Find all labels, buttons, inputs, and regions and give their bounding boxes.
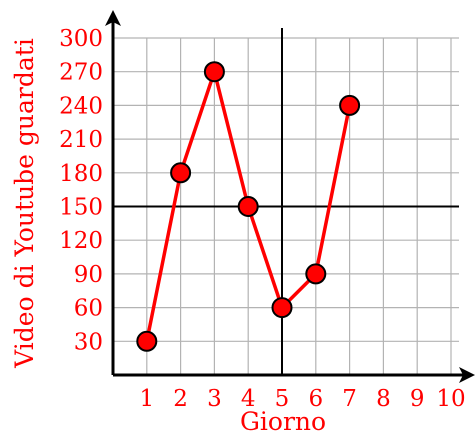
y-tick-label: 60: [74, 296, 103, 322]
x-tick-label: 6: [308, 386, 323, 412]
y-tick-label: 210: [59, 127, 103, 153]
x-tick-label: 8: [376, 386, 391, 412]
x-tick-label: 4: [241, 386, 256, 412]
y-tick-label: 30: [74, 329, 103, 355]
x-tick-label: 9: [410, 386, 425, 412]
data-point: [339, 94, 361, 116]
x-tick-label: 10: [436, 386, 465, 412]
y-tick-label: 120: [59, 228, 103, 254]
data-point: [237, 196, 259, 217]
reference-lines: [113, 28, 459, 375]
grid: [113, 37, 459, 375]
y-tick-label: 270: [59, 60, 103, 86]
data-point: [170, 162, 192, 184]
y-tick-label: 150: [59, 195, 103, 221]
y-tick-label: 90: [74, 262, 103, 288]
series-group: [136, 61, 361, 352]
y-axis-arrow: [105, 10, 121, 26]
y-tick-labels: 30 60 90 120 150 180 210 240 270 300: [59, 26, 103, 355]
x-tick-labels: 1 2 3 4 5 6 7 8 9 10: [139, 386, 465, 412]
x-tick-label: 7: [342, 386, 357, 412]
data-point: [203, 61, 225, 83]
x-tick-label: 2: [173, 386, 188, 412]
data-point: [271, 297, 293, 319]
y-axis-title: Video di Youtube guardati: [10, 38, 39, 369]
data-point: [136, 330, 158, 352]
y-tick-label: 300: [59, 26, 103, 52]
x-tick-label: 1: [139, 386, 154, 412]
x-axis-title: Giorno: [240, 407, 326, 436]
x-tick-label: 3: [207, 386, 222, 412]
x-axis-arrow: [459, 367, 475, 383]
x-tick-label: 5: [275, 386, 290, 412]
y-tick-label: 240: [59, 93, 103, 119]
data-point: [305, 263, 327, 285]
y-tick-label: 180: [59, 161, 103, 187]
axes: [105, 10, 475, 383]
